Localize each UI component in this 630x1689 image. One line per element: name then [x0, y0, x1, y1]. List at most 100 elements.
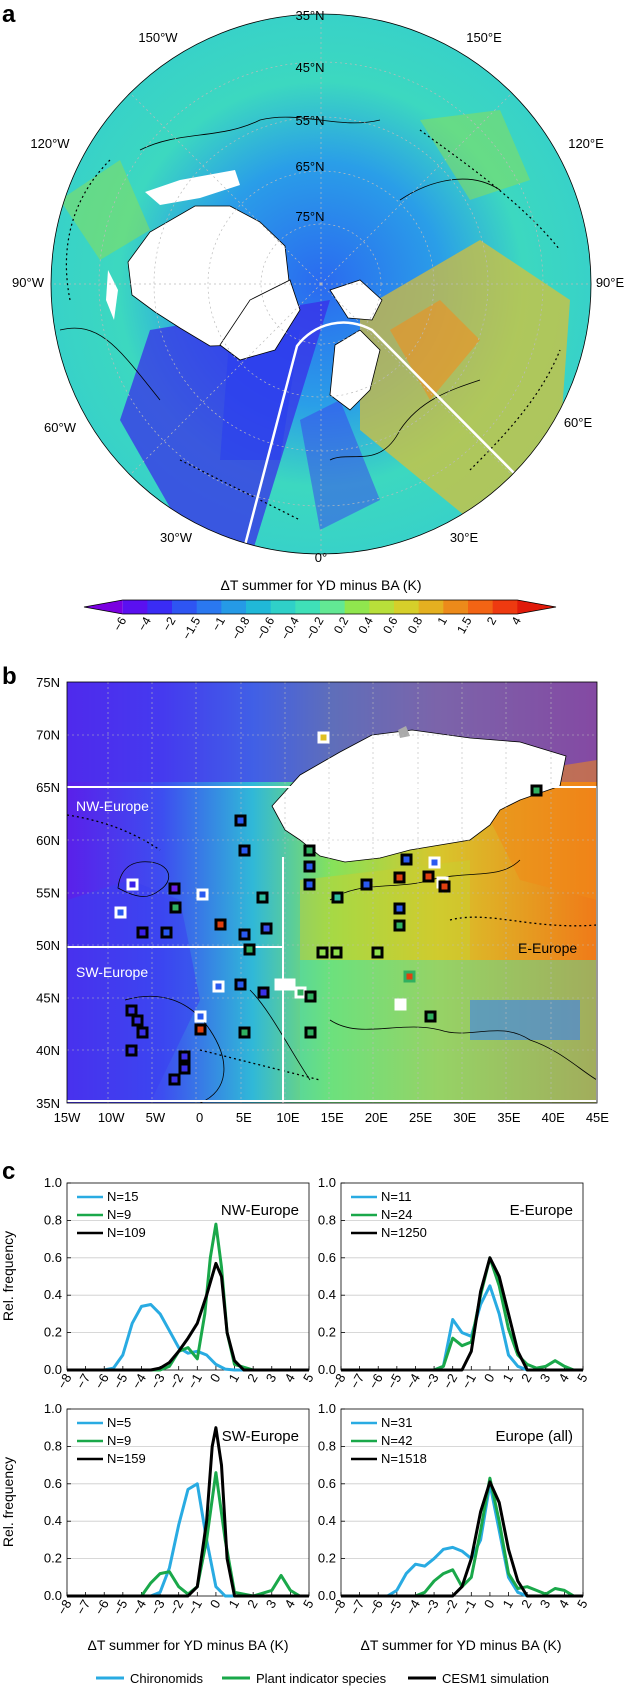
colorbar-swatch	[369, 600, 395, 614]
n-label: N=5	[107, 1415, 131, 1430]
n-label: N=24	[381, 1207, 412, 1222]
n-label: N=9	[107, 1433, 131, 1448]
colorbar-tick-label: 0.6	[380, 614, 401, 636]
x-tick-label: −6	[91, 1371, 111, 1391]
y-tick-label: 0.4	[44, 1513, 62, 1528]
x-tick-label: −7	[347, 1371, 367, 1391]
x-tick-label: −3	[147, 1371, 167, 1391]
colorbar-title: ΔT summer for YD minus BA (K)	[221, 577, 422, 593]
x-tick-label: −4	[403, 1597, 423, 1617]
x-tick-label: 1	[226, 1371, 243, 1385]
x-tick-label: −4	[129, 1371, 149, 1391]
x-tick-label: −1	[185, 1371, 205, 1391]
n-label: N=9	[107, 1207, 131, 1222]
x-tick-label: −6	[365, 1371, 385, 1391]
lat-tick-label: 40N	[36, 1043, 60, 1058]
x-tick-label: −8	[328, 1371, 348, 1391]
x-tick-label: 2	[518, 1597, 535, 1611]
lon-tick-label: 5W	[146, 1110, 166, 1125]
lon-tick-label: 0	[196, 1110, 203, 1125]
x-tick-label: 5	[574, 1597, 591, 1611]
x-tick-label: −4	[129, 1597, 149, 1617]
colorbar-outline	[83, 599, 557, 615]
series-line-cesm1	[341, 1480, 583, 1598]
colorbar-swatch	[221, 600, 247, 614]
x-tick-label: −1	[459, 1371, 479, 1391]
x-tick-label: 1	[500, 1597, 517, 1611]
series-line-chironomids	[67, 1303, 309, 1372]
lon-label-60e: 60°E	[564, 415, 593, 430]
lat-label-65: 65°N	[295, 159, 324, 174]
colorbar-swatch	[320, 600, 346, 614]
lat-tick-label: 65N	[36, 780, 60, 795]
y-tick-label: 0.4	[318, 1287, 336, 1302]
x-tick-label: −3	[147, 1597, 167, 1617]
y-tick-label: 0.0	[318, 1362, 336, 1377]
y-tick-label: 0.8	[318, 1212, 336, 1227]
x-tick-label: −7	[347, 1597, 367, 1617]
lon-label-90e: 90°E	[596, 275, 625, 290]
x-tick-label: −2	[440, 1371, 460, 1391]
lon-tick-label: 20E	[365, 1110, 388, 1125]
x-tick-label: −6	[91, 1597, 111, 1617]
series-line-chironomids	[67, 1482, 309, 1598]
x-tick-label: −8	[54, 1597, 74, 1617]
x-tick-label: 0	[207, 1371, 224, 1385]
plot-frame	[66, 1182, 310, 1371]
series-line-plant	[341, 1256, 583, 1372]
panel-title: SW-Europe	[222, 1428, 299, 1445]
x-tick-label: 4	[281, 1597, 298, 1611]
lat-tick-label: 45N	[36, 991, 60, 1006]
y-tick-label: 0.0	[318, 1588, 336, 1603]
lon-tick-label: 15W	[54, 1110, 81, 1125]
x-tick-label: 2	[244, 1597, 261, 1611]
lon-label-120e: 120°E	[568, 136, 604, 151]
colorbar-tick-label: −1	[209, 614, 228, 633]
lon-tick-label: 10E	[276, 1110, 299, 1125]
lon-tick-label: 5E	[236, 1110, 252, 1125]
series-line-chironomids	[341, 1284, 583, 1372]
x-tick-label: 1	[500, 1371, 517, 1385]
x-tick-label: −5	[384, 1371, 404, 1391]
x-tick-label: −1	[185, 1597, 205, 1617]
colorbar-swatch	[418, 600, 444, 614]
lat-tick-label: 60N	[36, 833, 60, 848]
x-tick-label: 5	[574, 1371, 591, 1385]
x-tick-label: 4	[281, 1371, 298, 1385]
series-line-plant	[341, 1476, 583, 1598]
colorbar-tick-label: 4	[508, 614, 524, 627]
colorbar-swatch	[147, 600, 173, 614]
ylabel-bottom: Rel. frequency	[0, 1457, 16, 1547]
y-tick-label: 0.8	[44, 1212, 62, 1227]
n-label: N=15	[107, 1189, 138, 1204]
lon-tick-label: 25E	[409, 1110, 432, 1125]
x-tick-label: 0	[481, 1597, 498, 1611]
x-tick-label: −5	[384, 1597, 404, 1617]
y-tick-label: 0.6	[318, 1476, 336, 1491]
lon-label-150w: 150°W	[138, 30, 178, 45]
colorbar-swatch	[468, 600, 494, 614]
x-tick-label: −7	[73, 1597, 93, 1617]
y-tick-label: 0.4	[318, 1513, 336, 1528]
lat-tick-label: 35N	[36, 1096, 60, 1111]
colorbar-swatch	[172, 600, 198, 614]
colorbar-swatch	[196, 600, 222, 614]
colorbar-tick-label: −6	[110, 614, 129, 633]
lon-label-30w: 30°W	[160, 530, 193, 545]
legend-label-plants: Plant indicator species	[256, 1671, 387, 1686]
colorbar-swatch	[246, 600, 272, 614]
n-label: N=31	[381, 1415, 412, 1430]
colorbar-swatch	[295, 600, 321, 614]
x-tick-label: 5	[300, 1597, 317, 1611]
y-tick-label: 0.8	[44, 1438, 62, 1453]
colorbar-tick-label: −0.4	[278, 614, 302, 642]
x-tick-label: −1	[459, 1597, 479, 1617]
y-tick-label: 1.0	[318, 1175, 336, 1190]
lon-label-30e: 30°E	[450, 530, 479, 545]
x-tick-label: 3	[263, 1597, 280, 1611]
lon-tick-label: 10W	[98, 1110, 125, 1125]
x-tick-label: 1	[226, 1597, 243, 1611]
n-label: N=1250	[381, 1225, 427, 1240]
x-tick-label: 0	[481, 1371, 498, 1385]
